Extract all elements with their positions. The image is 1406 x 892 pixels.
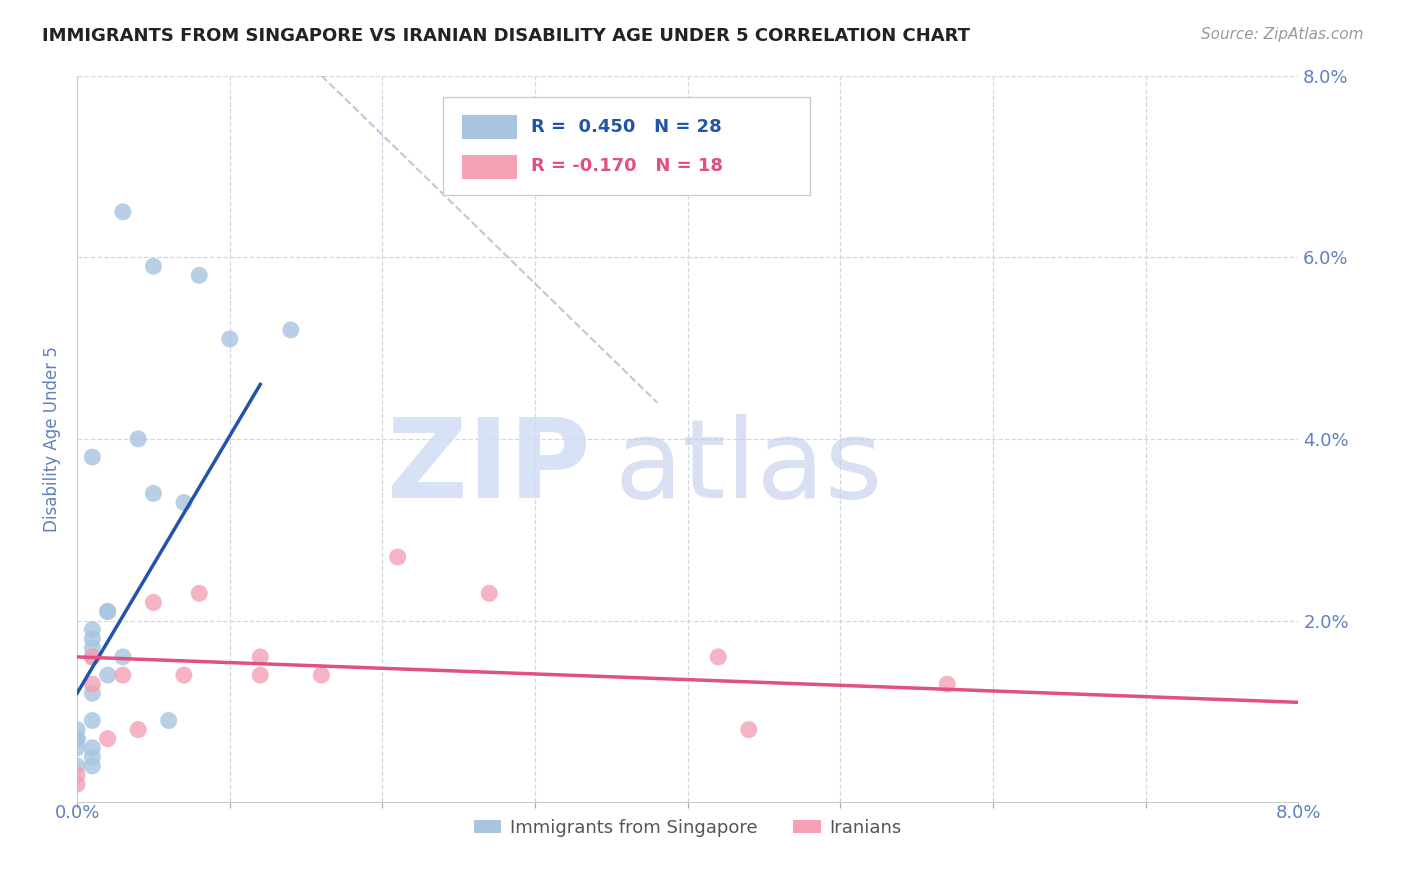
Point (142, 260, 165, 274)
Point (111, 668, 134, 682)
Point (311, 668, 333, 682)
Text: 0.0%: 0.0% (55, 805, 100, 822)
Point (188, 268, 211, 283)
Text: Source: ZipAtlas.com: Source: ZipAtlas.com (1201, 27, 1364, 42)
Point (66, 723, 89, 737)
Point (111, 204, 134, 219)
Point (82, 714, 104, 728)
Bar (461, 115, 517, 139)
Point (127, 432, 149, 446)
Point (82, 450, 104, 464)
Point (280, 323, 302, 337)
Point (66, 731, 89, 746)
Point (387, 549, 409, 564)
Point (82, 749, 104, 764)
Point (82, 740, 104, 755)
Point (127, 723, 149, 737)
Point (218, 332, 240, 346)
Point (66, 740, 89, 755)
Point (142, 486, 165, 500)
Point (66, 768, 89, 782)
Point (82, 677, 104, 691)
Point (97, 605, 120, 619)
Point (478, 586, 501, 600)
Point (249, 668, 271, 682)
Point (249, 649, 271, 664)
Point (97, 605, 120, 619)
Point (82, 649, 104, 664)
Point (82, 759, 104, 773)
Point (82, 623, 104, 637)
Text: R =  0.450   N = 28: R = 0.450 N = 28 (531, 118, 723, 136)
Point (188, 586, 211, 600)
Legend: Immigrants from Singapore, Iranians: Immigrants from Singapore, Iranians (467, 812, 910, 844)
Point (66, 759, 89, 773)
Point (66, 731, 89, 746)
Text: IMMIGRANTS FROM SINGAPORE VS IRANIAN DISABILITY AGE UNDER 5 CORRELATION CHART: IMMIGRANTS FROM SINGAPORE VS IRANIAN DIS… (42, 27, 970, 45)
Point (142, 595, 165, 609)
Text: R = -0.170   N = 18: R = -0.170 N = 18 (531, 157, 724, 176)
Point (66, 777, 89, 791)
Point (738, 723, 761, 737)
Point (82, 632, 104, 646)
FancyBboxPatch shape (443, 97, 810, 195)
Point (82, 640, 104, 655)
Point (173, 495, 195, 509)
Point (97, 731, 120, 746)
Text: ZIP: ZIP (387, 415, 591, 522)
Point (157, 714, 180, 728)
Y-axis label: Disability Age Under 5: Disability Age Under 5 (44, 346, 60, 532)
Text: 8.0%: 8.0% (1275, 805, 1322, 822)
Point (173, 668, 195, 682)
Point (111, 649, 134, 664)
Point (707, 649, 730, 664)
Point (97, 668, 120, 682)
Text: atlas: atlas (614, 415, 883, 522)
Point (82, 649, 104, 664)
Point (82, 686, 104, 700)
Point (936, 677, 959, 691)
Bar (461, 154, 517, 178)
